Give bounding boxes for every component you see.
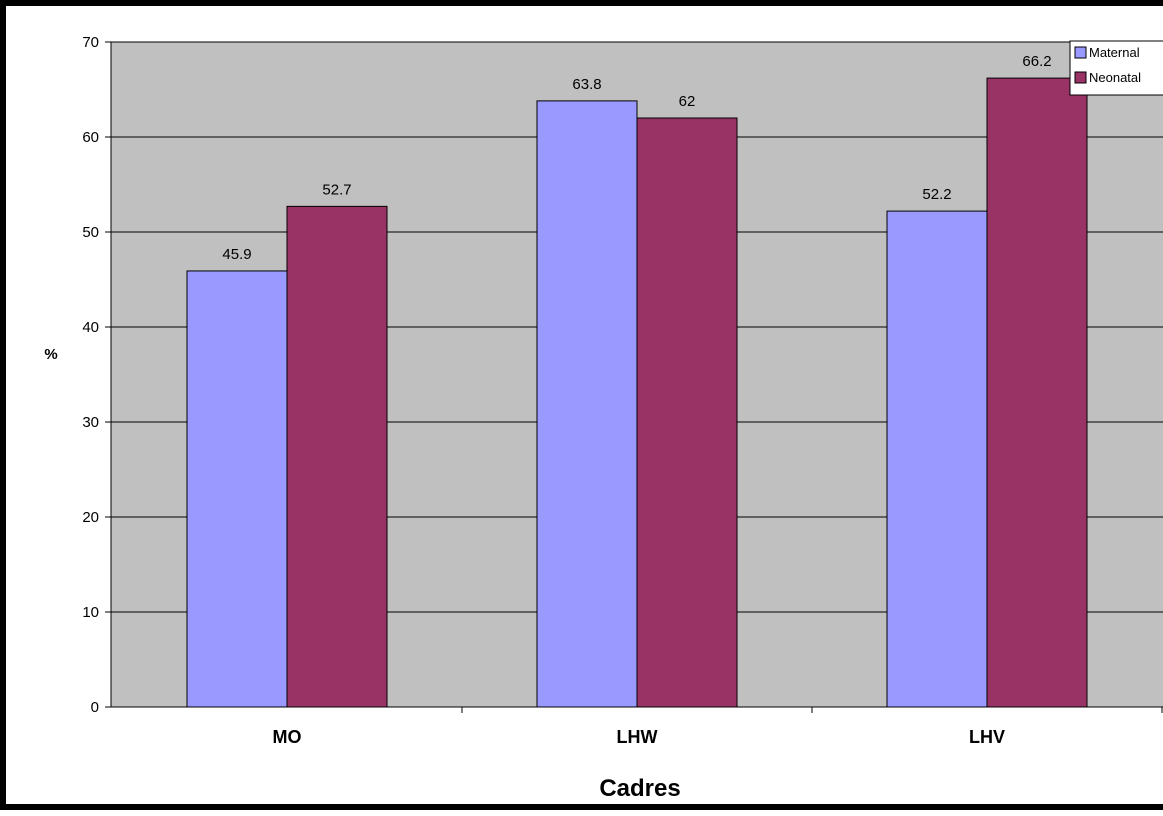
y-tick-label: 40 [82,319,99,336]
y-tick-label: 50 [82,224,99,241]
y-axis-title: % [44,346,57,363]
x-category-label: LHV [969,727,1005,747]
data-label: 62 [679,93,696,110]
bar-maternal-lhw [536,100,638,708]
legend: Maternal Neonatal [1069,40,1163,96]
bar-maternal-lhv [886,210,988,708]
y-tick-label: 70 [82,34,99,51]
data-label: 63.8 [572,76,601,93]
legend-swatch-maternal [1074,46,1087,59]
data-label: 52.7 [322,181,351,198]
y-axis: 0 10 20 30 40 50 60 70 [82,34,112,716]
y-tick-label: 30 [82,414,99,431]
y-tick-label: 20 [82,509,99,526]
bar-neonatal-lhw [636,117,738,708]
data-label: 45.9 [222,246,251,263]
bar-maternal-mo [186,270,288,708]
bar-chart: 45.9 52.7 63.8 62 52.2 66.2 0 10 20 30 40 50 60 70 M… [44,34,1163,802]
x-axis-title: Cadres [599,775,680,802]
bar-neonatal-lhv [986,77,1088,708]
bars: 45.9 52.7 63.8 62 52.2 66.2 [186,53,1088,708]
x-category-label: MO [273,727,302,747]
y-tick-label: 0 [91,699,99,716]
legend-label-maternal: Maternal [1089,45,1140,60]
data-label: 52.2 [922,186,951,203]
y-tick-label: 10 [82,604,99,621]
legend-swatch-neonatal [1074,71,1087,84]
bar-neonatal-mo [286,205,388,708]
legend-label-neonatal: Neonatal [1089,70,1141,85]
x-axis: MO LHW LHV [111,706,1163,747]
data-label: 66.2 [1022,53,1051,70]
y-tick-label: 60 [82,129,99,146]
x-category-label: LHW [617,727,658,747]
